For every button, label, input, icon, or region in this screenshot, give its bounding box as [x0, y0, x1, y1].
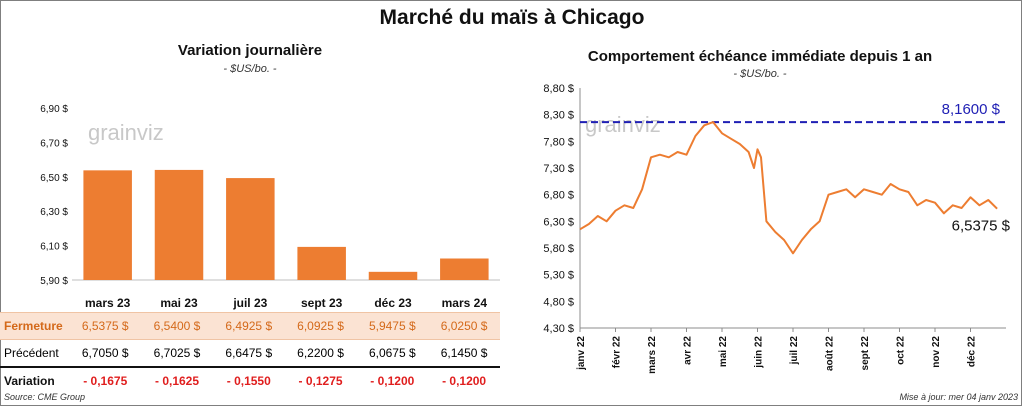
x-tick-label: déc 23	[374, 296, 412, 310]
table-row-close: Fermeture 6,5375 $ 6,5400 $ 6,4925 $ 6,0…	[0, 312, 500, 340]
table-cell: 6,0250 $	[428, 312, 500, 340]
table-cell: 6,5375 $	[69, 312, 142, 340]
table-cell: - 0,1675	[83, 374, 128, 388]
bar-chart: 5,90 $ 6,10 $ 6,30 $ 6,50 $ 6,70 $ 6,90 $ mar…	[40, 104, 500, 310]
x-tick-label: oct 22	[896, 336, 907, 365]
x-tick-label: juil 23	[232, 296, 267, 310]
bar-chart-title: Variation journalière	[177, 42, 323, 59]
source-note: Source: CME Group	[4, 392, 86, 402]
x-tick-label: mai 23	[160, 296, 198, 310]
y-tick-label: 6,30 $	[40, 207, 68, 218]
row-label: Fermeture	[0, 312, 70, 340]
line-chart-title: Comportement échéance immédiate depuis 1…	[587, 48, 933, 65]
table-cell: - 0,1200	[442, 374, 487, 388]
table-cell: 6,0925 $	[284, 312, 357, 340]
y-tick-label: 8,30 $	[543, 110, 574, 122]
x-tick-label: nov 22	[931, 336, 942, 368]
bar-chart-unit: - $US/bo. -	[223, 63, 277, 75]
table-cell: 6,1450 $	[428, 339, 500, 368]
y-tick-label: 7,30 $	[543, 163, 574, 175]
table-cell: - 0,1200	[370, 374, 415, 388]
x-tick-label: janv 22	[576, 336, 587, 371]
y-tick-label: 6,90 $	[40, 104, 68, 115]
table-cell: 6,7050 $	[69, 339, 142, 368]
watermark-left: grainviz	[88, 120, 164, 145]
x-tick-label: mars 22	[647, 336, 658, 374]
bar	[297, 246, 346, 280]
last-value-label: 6,5375 $	[952, 218, 1011, 235]
line-chart-unit: - $US/bo. -	[733, 68, 787, 80]
bar	[83, 170, 132, 280]
table-row-variation: Variation - 0,1675 - 0,1625 - 0,1550 - 0…	[0, 367, 500, 394]
x-tick-label: sept 23	[301, 296, 343, 310]
reference-label: 8,1600 $	[942, 101, 1001, 118]
update-note: Mise à jour: mer 04 janv 2023	[899, 392, 1018, 402]
table-cell: 6,0675 $	[356, 339, 429, 368]
x-tick-label: déc 22	[967, 336, 978, 368]
table-cell: 6,2200 $	[284, 339, 357, 368]
table-cell: 6,7025 $	[141, 339, 213, 368]
price-line	[579, 121, 998, 255]
table-cell: 6,6475 $	[212, 339, 285, 368]
x-tick-label: juil 22	[789, 336, 800, 366]
x-tick-label: mars 23	[85, 296, 131, 310]
y-tick-label: 6,30 $	[543, 216, 574, 228]
bar	[440, 258, 489, 280]
y-tick-label: 4,30 $	[543, 323, 574, 335]
quote-table: Fermeture 6,5375 $ 6,5400 $ 6,4925 $ 6,0…	[0, 312, 500, 394]
watermark-right: grainviz	[585, 112, 661, 137]
table-cell: 6,4925 $	[212, 312, 285, 340]
table-cell: 5,9475 $	[356, 312, 429, 340]
row-label: Variation	[4, 374, 55, 388]
x-tick-label: mars 24	[442, 296, 488, 310]
y-tick-label: 6,10 $	[40, 242, 68, 253]
table-row-previous: Précédent 6,7050 $ 6,7025 $ 6,6475 $ 6,2…	[0, 339, 500, 368]
table-cell: 6,5400 $	[141, 312, 213, 340]
table-cell: - 0,1275	[298, 374, 343, 388]
x-tick-label: juin 22	[754, 336, 765, 369]
x-tick-label: avr 22	[683, 336, 694, 365]
bar	[226, 178, 275, 280]
y-tick-label: 5,90 $	[40, 276, 68, 287]
x-tick-label: mai 22	[718, 336, 729, 368]
row-label: Précédent	[0, 339, 70, 368]
y-tick-label: 6,70 $	[40, 138, 68, 149]
table-cell: - 0,1550	[226, 374, 271, 388]
bar	[368, 271, 418, 280]
y-tick-label: 7,80 $	[543, 136, 574, 148]
table-cell: - 0,1625	[154, 374, 200, 388]
x-tick-label: sept 22	[860, 336, 871, 371]
y-tick-label: 8,80 $	[543, 83, 574, 95]
x-tick-label: févr 22	[612, 336, 623, 369]
y-tick-label: 4,80 $	[543, 296, 574, 308]
y-tick-label: 5,30 $	[543, 270, 574, 282]
y-tick-label: 5,80 $	[543, 243, 574, 255]
y-tick-label: 6,80 $	[543, 190, 574, 202]
line-chart: 4,30 $ 4,80 $ 5,30 $ 5,80 $ 6,30 $ 6,80 $ 7,30…	[543, 83, 1011, 374]
main-title: Marché du maïs à Chicago	[379, 6, 645, 29]
bar	[154, 169, 204, 280]
x-tick-label: août 22	[825, 336, 836, 371]
y-tick-label: 6,50 $	[40, 173, 68, 184]
